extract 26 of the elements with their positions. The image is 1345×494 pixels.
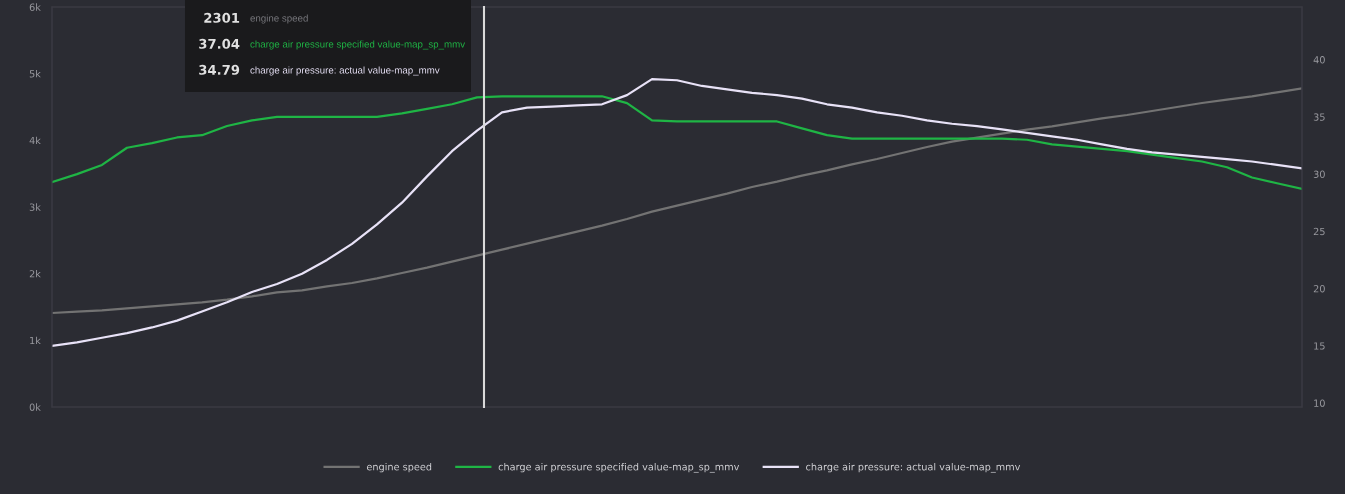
y-tick-label: 6k <box>29 3 41 11</box>
text: charge air pressure specified value-map_sp_mmv <box>250 40 466 50</box>
y-tick-label: 0k <box>29 403 41 411</box>
y-tick-label: 5k <box>29 69 41 78</box>
annotation: 2301 <box>204 12 240 23</box>
text: engine speed <box>250 14 308 24</box>
annotation: 37.04 <box>199 38 240 49</box>
line-series <box>52 77 1302 347</box>
y2-tick-label: 20 <box>1313 285 1325 293</box>
text: charge air pressure: actual value-map_mmv <box>250 66 440 76</box>
y2-tick-label: 15 <box>1314 342 1325 350</box>
y2-tick-label: 25 <box>1313 227 1325 236</box>
y2-tick-label: 35 <box>1313 113 1325 121</box>
legend-label: charge air pressure: actual value-map_mmv <box>806 462 1021 473</box>
y2-tick-label: 10 <box>1314 399 1325 407</box>
y-tick-label: 2k <box>29 269 41 278</box>
legend-label: engine speed <box>366 462 432 473</box>
y2-tick-label: 40 <box>1313 56 1325 64</box>
y2-tick-label: 30 <box>1313 170 1325 178</box>
legend-label: charge air pressure specified value-map_sp_mmv <box>498 462 740 473</box>
line-series <box>52 87 1302 315</box>
annotation: 34.79 <box>199 64 240 75</box>
y-tick-label: 1k <box>30 336 41 345</box>
y-tick-label: 4k <box>29 136 41 145</box>
line-series <box>52 95 1302 191</box>
y-tick-label: 3k <box>29 203 41 211</box>
